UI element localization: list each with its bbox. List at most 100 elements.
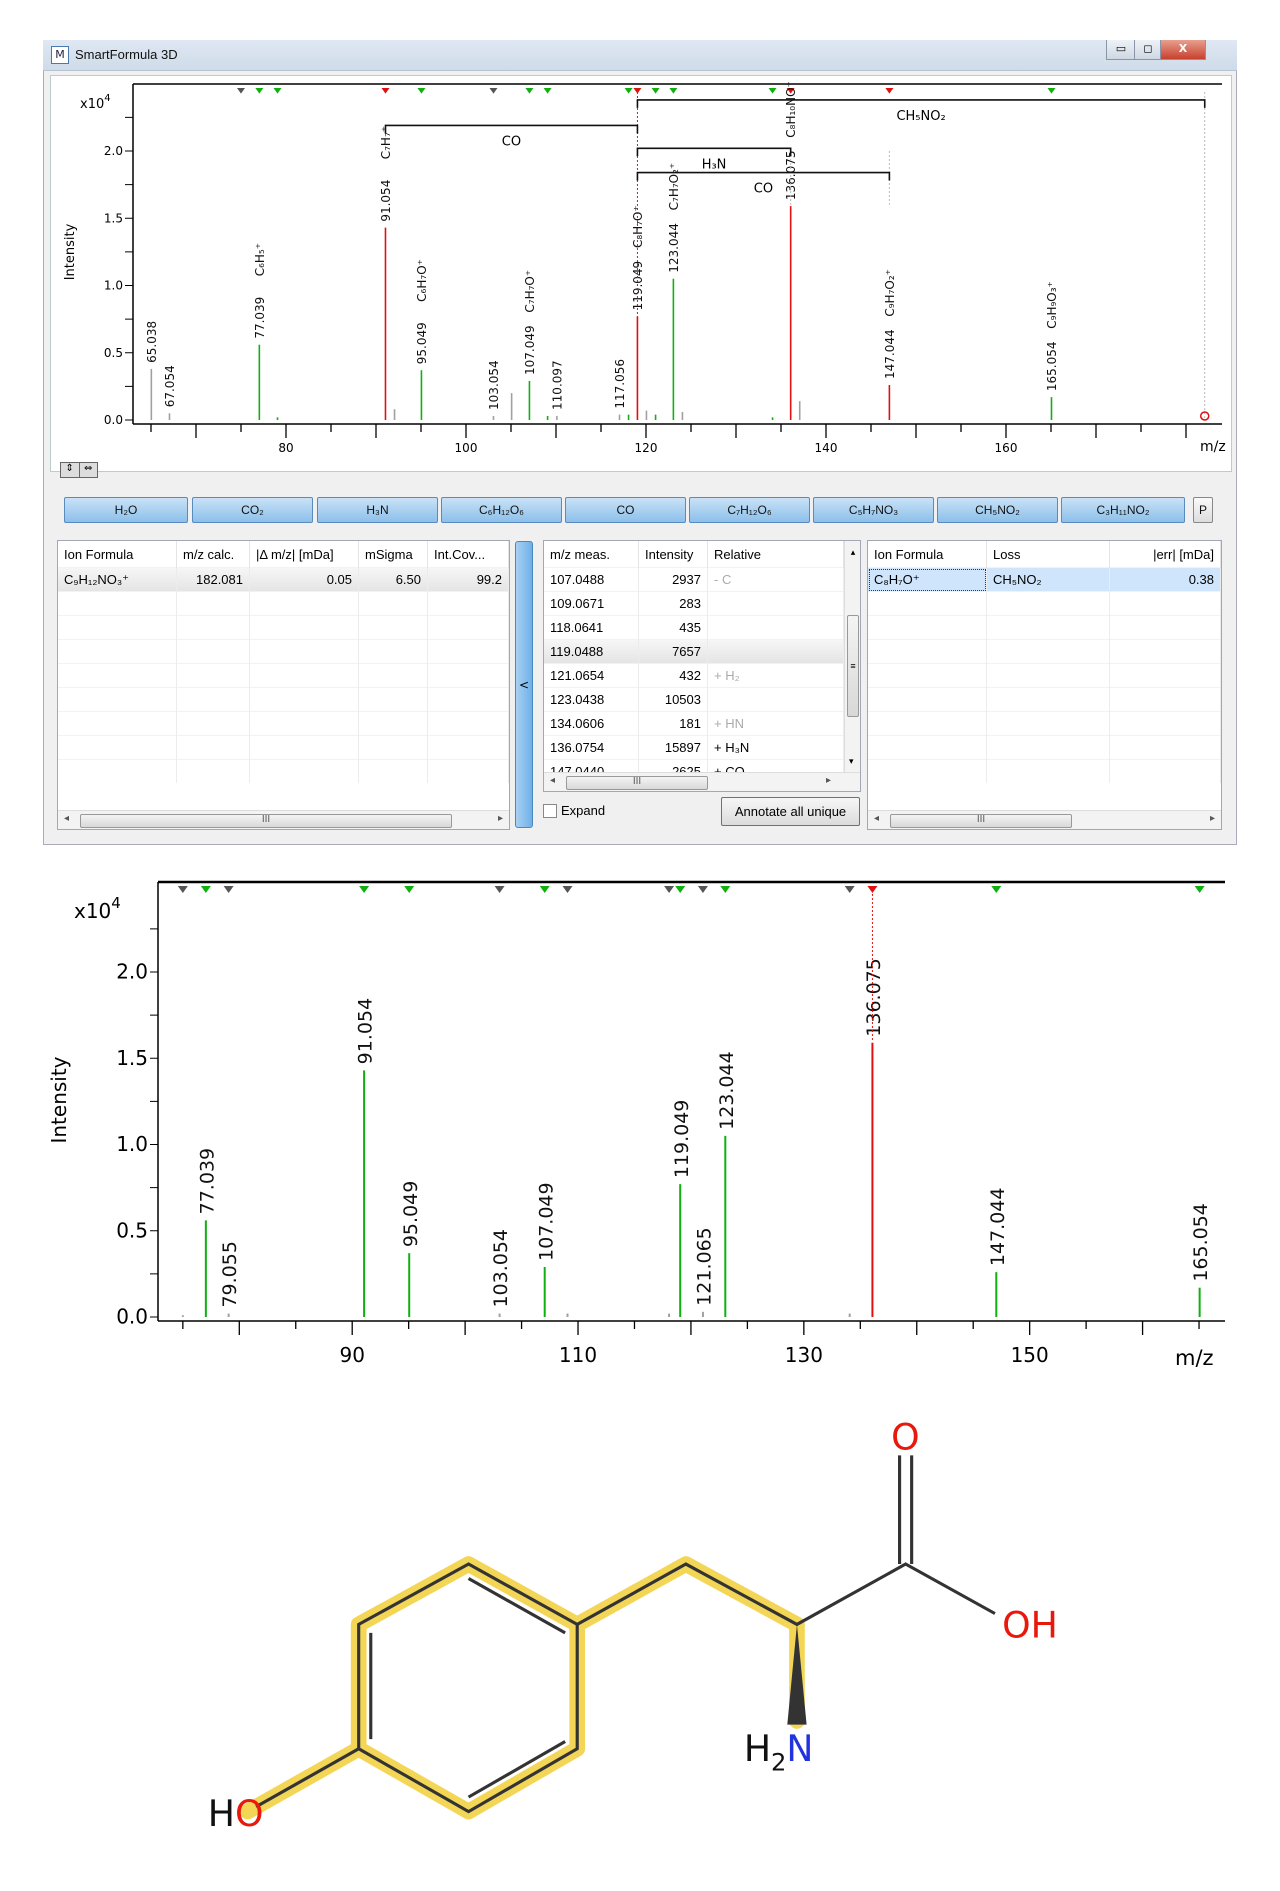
scrollbar-thumb[interactable]: III — [890, 814, 1072, 828]
y-tick-label: 0.0 — [116, 1305, 148, 1329]
peak-marker — [1194, 886, 1205, 893]
scrollbar-thumb[interactable]: III — [80, 814, 452, 828]
peak-label: 103.054 — [490, 1229, 512, 1308]
cell-mz: 123.0438 — [544, 687, 639, 712]
annotate-all-unique-button[interactable]: Annotate all unique — [721, 797, 860, 826]
peak-marker — [404, 886, 415, 893]
cell-msigma: 6.50 — [358, 567, 428, 592]
peak-marker — [786, 88, 795, 94]
loss-button-co[interactable]: CO — [565, 497, 686, 523]
y-tick-label: 1.0 — [116, 1132, 148, 1156]
table-row-selected[interactable]: 119.0488 7657 — [544, 639, 844, 664]
x-tick-label: 100 — [455, 441, 478, 455]
peak-marker — [633, 88, 642, 94]
loss-table: Ion Formula Loss |err| [mDa] C₈H₇O⁺ CH₅N… — [867, 540, 1222, 830]
table-row[interactable]: 134.0606 181 + HN — [544, 711, 844, 736]
loss-button-c5h7no3[interactable]: C₅H₇NO₃ — [813, 497, 934, 523]
table-row[interactable]: 107.0488 2937- C — [544, 567, 844, 592]
col-err[interactable]: |err| [mDa] — [1109, 541, 1221, 568]
cell-relative: + HN — [707, 711, 844, 736]
col-relative[interactable]: Relative — [707, 541, 844, 568]
x-tick-label: 160 — [995, 441, 1018, 455]
peak-marker — [867, 886, 878, 893]
loss-bracket — [636, 171, 891, 181]
loss-button-c6h12o6[interactable]: C₆H₁₂O₆ — [441, 497, 562, 523]
peak-label: 107.049 — [523, 325, 537, 375]
peak-label: 65.038 — [145, 321, 159, 363]
peak-marker — [562, 886, 573, 893]
peak-marker — [844, 886, 855, 893]
peak-table-hscrollbar[interactable]: ◂ III ▸ — [544, 772, 860, 791]
expand-checkbox[interactable]: Expand — [543, 803, 605, 818]
atom-phenol: HO — [208, 1792, 264, 1835]
loss-label: CH₅NO₂ — [896, 109, 945, 124]
loss-button-h2o[interactable]: H₂O — [64, 497, 188, 523]
peak-marker — [543, 88, 552, 94]
table-row[interactable]: C₉H₁₂NO₃⁺ 182.081 0.05 6.50 99.2 — [58, 567, 509, 592]
maximize-icon: ◻ — [1143, 42, 1153, 55]
loss-button-co2[interactable]: CO₂ — [192, 497, 313, 523]
peak-formula: C₇H₇O₂⁺ — [667, 163, 681, 211]
formula-table: Ion Formula m/z calc. |Δ m/z| [mDa] mSig… — [57, 540, 510, 830]
peak-marker — [991, 886, 1002, 893]
peak-label: 95.049 — [400, 1181, 422, 1247]
loss-label: CO — [502, 134, 521, 149]
loss-button-c7h12o6[interactable]: C₇H₁₂O₆ — [689, 497, 810, 523]
col-int-cov[interactable]: Int.Cov... — [427, 541, 509, 568]
peak-table-vscrollbar[interactable]: ▴ ≡ ▾ — [844, 541, 860, 773]
top-spectrum-chart[interactable]: x104 Intensity m/z 0.0 0.5 1.0 1.5 2.0 80 100 1… — [0, 0, 1280, 470]
y-tick-label: 2.0 — [116, 960, 148, 984]
col-loss[interactable]: Loss — [986, 541, 1110, 568]
col-intensity[interactable]: Intensity — [638, 541, 708, 568]
y-scale-label: x104 — [80, 93, 111, 112]
peak-label: 91.054 — [355, 998, 377, 1064]
col-mz-calc[interactable]: m/z calc. — [176, 541, 250, 568]
left-table-scrollbar[interactable]: ◂ III ▸ — [58, 810, 509, 829]
title-bar[interactable]: M SmartFormula 3D ▭ ◻ X — [43, 40, 1237, 71]
cell-mz: 118.0641 — [544, 615, 639, 640]
checkbox-icon[interactable] — [543, 803, 557, 818]
peak-label: 77.039 — [196, 1148, 218, 1214]
table-row[interactable]: 118.0641 435 — [544, 615, 844, 640]
table-row[interactable]: 147.0440 2625 + CO — [544, 759, 844, 772]
peak-label: 147.044 — [883, 329, 897, 379]
vertical-zoom-icon[interactable]: ⇕ — [61, 463, 80, 477]
peak-marker — [494, 886, 505, 893]
scrollbar-thumb[interactable]: ≡ — [847, 615, 859, 717]
peak-formula: C₇H₇⁺ — [379, 126, 393, 159]
close-button[interactable]: X — [1160, 40, 1206, 60]
loss-table-scrollbar[interactable]: ◂ III ▸ — [868, 810, 1221, 829]
loss-button-c3h11no2[interactable]: C₃H₁₁NO₂ — [1061, 497, 1185, 523]
scroll-up-icon[interactable]: ▴ — [850, 547, 856, 557]
horizontal-zoom-icon[interactable]: ⇔ — [84, 463, 93, 474]
peak-label: 77.039 — [253, 297, 267, 339]
cell-mz: 109.0671 — [544, 591, 639, 616]
col-ion-formula[interactable]: Ion Formula — [868, 541, 987, 568]
cell-mz: 134.0606 — [544, 711, 639, 736]
table-row[interactable]: 109.0671 283 — [544, 591, 844, 616]
bottom-spectrum-chart[interactable]: x104 Intensity m/z 0.0 0.5 1.0 1.5 2.0 90 110 1… — [0, 860, 1280, 1380]
table-row[interactable]: 121.0654 432 + H₂ — [544, 663, 844, 688]
panel-splitter-button[interactable]: < — [515, 541, 533, 828]
peak-formula: C₇H₇O⁺ — [523, 270, 537, 313]
table-row[interactable]: 136.0754 15897 + H₃N — [544, 735, 844, 760]
table-row-selected[interactable]: C₈H₇O⁺ CH₅NO₂ 0.38 — [868, 567, 1221, 592]
col-delta-mz[interactable]: |Δ m/z| [mDa] — [249, 541, 359, 568]
x-tick-label: 110 — [559, 1343, 597, 1367]
peak-label: 95.049 — [415, 322, 429, 364]
col-mz-meas[interactable]: m/z meas. — [544, 541, 639, 568]
peak-label: 117.056 — [613, 359, 627, 409]
peak-label: 79.055 — [219, 1241, 241, 1307]
scroll-down-icon[interactable]: ▾ — [849, 756, 854, 766]
p-button[interactable]: P — [1193, 497, 1213, 523]
spectrum-panel — [50, 75, 1232, 472]
col-msigma[interactable]: mSigma — [358, 541, 428, 568]
loss-button-ch5no2[interactable]: CH₅NO₂ — [937, 497, 1058, 523]
y-scale-label: x104 — [74, 894, 121, 923]
peak-formula: C₆H₇O⁺ — [415, 259, 429, 302]
loss-button-h3n[interactable]: H₃N — [317, 497, 438, 523]
scrollbar-thumb[interactable]: III — [566, 776, 708, 790]
table-row[interactable]: 123.0438 10503 — [544, 687, 844, 712]
col-ion-formula[interactable]: Ion Formula — [58, 541, 177, 568]
cell-mz: 107.0488 — [544, 567, 639, 592]
